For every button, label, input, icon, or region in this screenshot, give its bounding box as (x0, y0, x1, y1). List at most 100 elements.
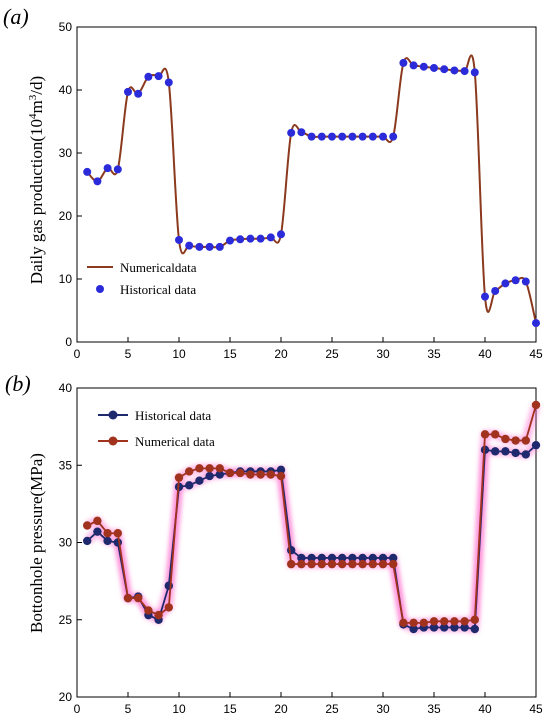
y-tick-label: 10 (59, 272, 73, 286)
panel-a-legend: Numericaldata Historical data (87, 260, 197, 297)
data-point-historical-data (195, 242, 204, 251)
data-point-numerical-data (256, 470, 265, 479)
data-point-historical-data (307, 553, 316, 563)
data-point-historical-data (266, 233, 275, 242)
legend-historical-marker-swatch (108, 410, 118, 420)
data-point-numerical-data (93, 516, 102, 526)
data-point-historical-data (113, 538, 123, 547)
data-point-numerical-data (368, 559, 377, 569)
data-point-historical-data (440, 623, 449, 632)
x-tick-label: 20 (274, 702, 288, 716)
data-point-historical-data (389, 132, 398, 141)
data-point-historical-data (93, 527, 102, 536)
x-tick-label: 10 (172, 347, 186, 361)
data-point-historical-data (276, 465, 286, 475)
y-tick-label: 20 (59, 690, 73, 704)
panel-b-y-axis-title: Bottonhole pressure(MPa) (27, 453, 46, 633)
data-point-historical-data (195, 476, 204, 485)
panel-b-chart: (b) Bottonhole pressure(MPa) 0 5 10 15 20 25 3… (5, 371, 543, 716)
data-point-numerical-data (164, 603, 173, 612)
data-point-numerical-data (297, 559, 306, 569)
data-point-historical-data (317, 132, 326, 141)
data-point-historical-data (521, 450, 530, 459)
data-point-historical-data (307, 132, 316, 141)
data-point-numerical-data (491, 430, 500, 439)
data-point-numerical-data (307, 559, 316, 569)
data-point-numerical-data (327, 559, 337, 569)
data-point-historical-data (409, 61, 418, 70)
data-point-numerical-data (134, 593, 143, 603)
y-tick-label: 0 (65, 335, 72, 349)
data-point-historical-data (470, 68, 479, 77)
data-point-historical-data (460, 623, 469, 632)
data-point-historical-data (83, 167, 92, 176)
data-point-historical-data (348, 553, 357, 563)
data-point-numerical-data (429, 617, 439, 626)
data-point-numerical-data (236, 468, 245, 478)
data-point-historical-data (460, 67, 469, 76)
data-point-historical-data (205, 242, 214, 251)
data-point-historical-data (531, 440, 541, 450)
data-point-numerical-data (378, 559, 388, 569)
data-point-numerical-data (409, 618, 418, 628)
data-point-historical-data (501, 447, 510, 456)
data-point-historical-data (124, 87, 132, 96)
data-point-numerical-data (205, 464, 214, 473)
data-point-historical-data (521, 277, 530, 286)
panel-a-y-axis-title: Daily gas production(104m3/d) (27, 76, 46, 284)
data-point-historical-data (511, 276, 520, 285)
data-point-historical-data (215, 242, 224, 251)
x-tick-label: 15 (223, 347, 237, 361)
y-tick-label: 35 (59, 458, 73, 472)
data-point-numerical-data (470, 615, 479, 624)
data-point-historical-data (481, 292, 489, 301)
data-point-historical-data (175, 235, 183, 244)
data-point-historical-data (185, 481, 194, 490)
data-point-numerical-data (83, 521, 92, 530)
data-point-numerical-data (501, 434, 510, 444)
data-point-historical-data (338, 132, 347, 141)
data-point-numerical-data (511, 436, 520, 445)
data-point-numerical-data (215, 464, 224, 473)
data-point-historical-data (236, 235, 245, 244)
data-point-historical-data (368, 132, 377, 141)
data-point-historical-data (368, 553, 377, 563)
data-point-historical-data (348, 132, 357, 141)
data-point-numerical-data (460, 617, 469, 626)
data-point-historical-data (246, 234, 255, 243)
legend-historical-label: Historical data (120, 282, 196, 297)
panel-b-legend: Historical data Numerical data (98, 408, 215, 449)
data-point-numerical-data (317, 559, 326, 569)
y-tick-label: 25 (59, 613, 73, 627)
y-tick-label: 20 (59, 209, 73, 223)
data-point-historical-data (470, 624, 479, 634)
y-tick-label: 40 (59, 381, 73, 395)
legend-historical-label: Historical data (135, 408, 211, 423)
data-point-numerical-data (348, 559, 357, 569)
x-tick-label: 45 (529, 347, 543, 361)
legend-numerical-label: Numericaldata (120, 260, 197, 275)
x-tick-label: 5 (125, 702, 132, 716)
x-tick-label: 0 (74, 347, 81, 361)
data-point-numerical-data (440, 617, 449, 626)
data-point-historical-data (429, 623, 439, 632)
data-point-historical-data (389, 553, 398, 563)
data-point-numerical-data (276, 471, 286, 481)
data-point-historical-data (450, 66, 459, 75)
data-point-numerical-data (225, 468, 235, 478)
y-tick-label: 30 (59, 536, 73, 550)
data-point-historical-data (378, 553, 388, 563)
data-point-historical-data (501, 279, 510, 288)
data-point-historical-data (144, 72, 153, 81)
data-point-historical-data (358, 553, 367, 563)
data-point-numerical-data (531, 400, 541, 410)
y-tick-label: 50 (59, 20, 73, 34)
data-point-historical-data (491, 447, 500, 456)
data-point-historical-data (409, 624, 418, 634)
data-point-historical-data (113, 165, 122, 174)
legend-numerical-label: Numerical data (135, 434, 215, 449)
data-point-historical-data (450, 623, 459, 632)
data-point-historical-data (511, 448, 520, 458)
data-point-historical-data (256, 234, 265, 243)
x-tick-label: 15 (223, 702, 237, 716)
